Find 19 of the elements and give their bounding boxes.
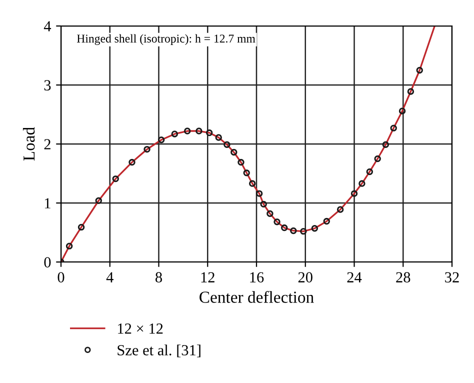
y-tick-label: 3	[44, 80, 51, 90]
x-tick-label: 8	[156, 272, 162, 282]
x-tick-label: 12	[201, 272, 214, 282]
x-tick-label: 28	[396, 272, 410, 282]
x-axis-title: Center deflection	[200, 290, 314, 303]
annotation: Hinged shell (isotropic): h = 12.7 mm	[76, 34, 256, 45]
legend-label: 12 × 12	[118, 324, 163, 334]
x-tick-label: 16	[250, 272, 264, 282]
y-tick-label: 0	[44, 257, 51, 268]
x-tick-label: 0	[58, 272, 64, 282]
x-tick-label: 20	[298, 272, 312, 282]
x-tick-label: 24	[347, 272, 362, 282]
y-axis-title: Load	[22, 127, 35, 161]
y-tick-label: 2	[44, 139, 50, 150]
x-tick-label: 32	[445, 272, 459, 282]
legend-label: Sze et al. [31]	[118, 344, 200, 358]
x-tick-label: 4	[106, 272, 114, 282]
y-tick-label: 4	[44, 21, 52, 32]
y-tick-label: 1	[44, 198, 50, 208]
